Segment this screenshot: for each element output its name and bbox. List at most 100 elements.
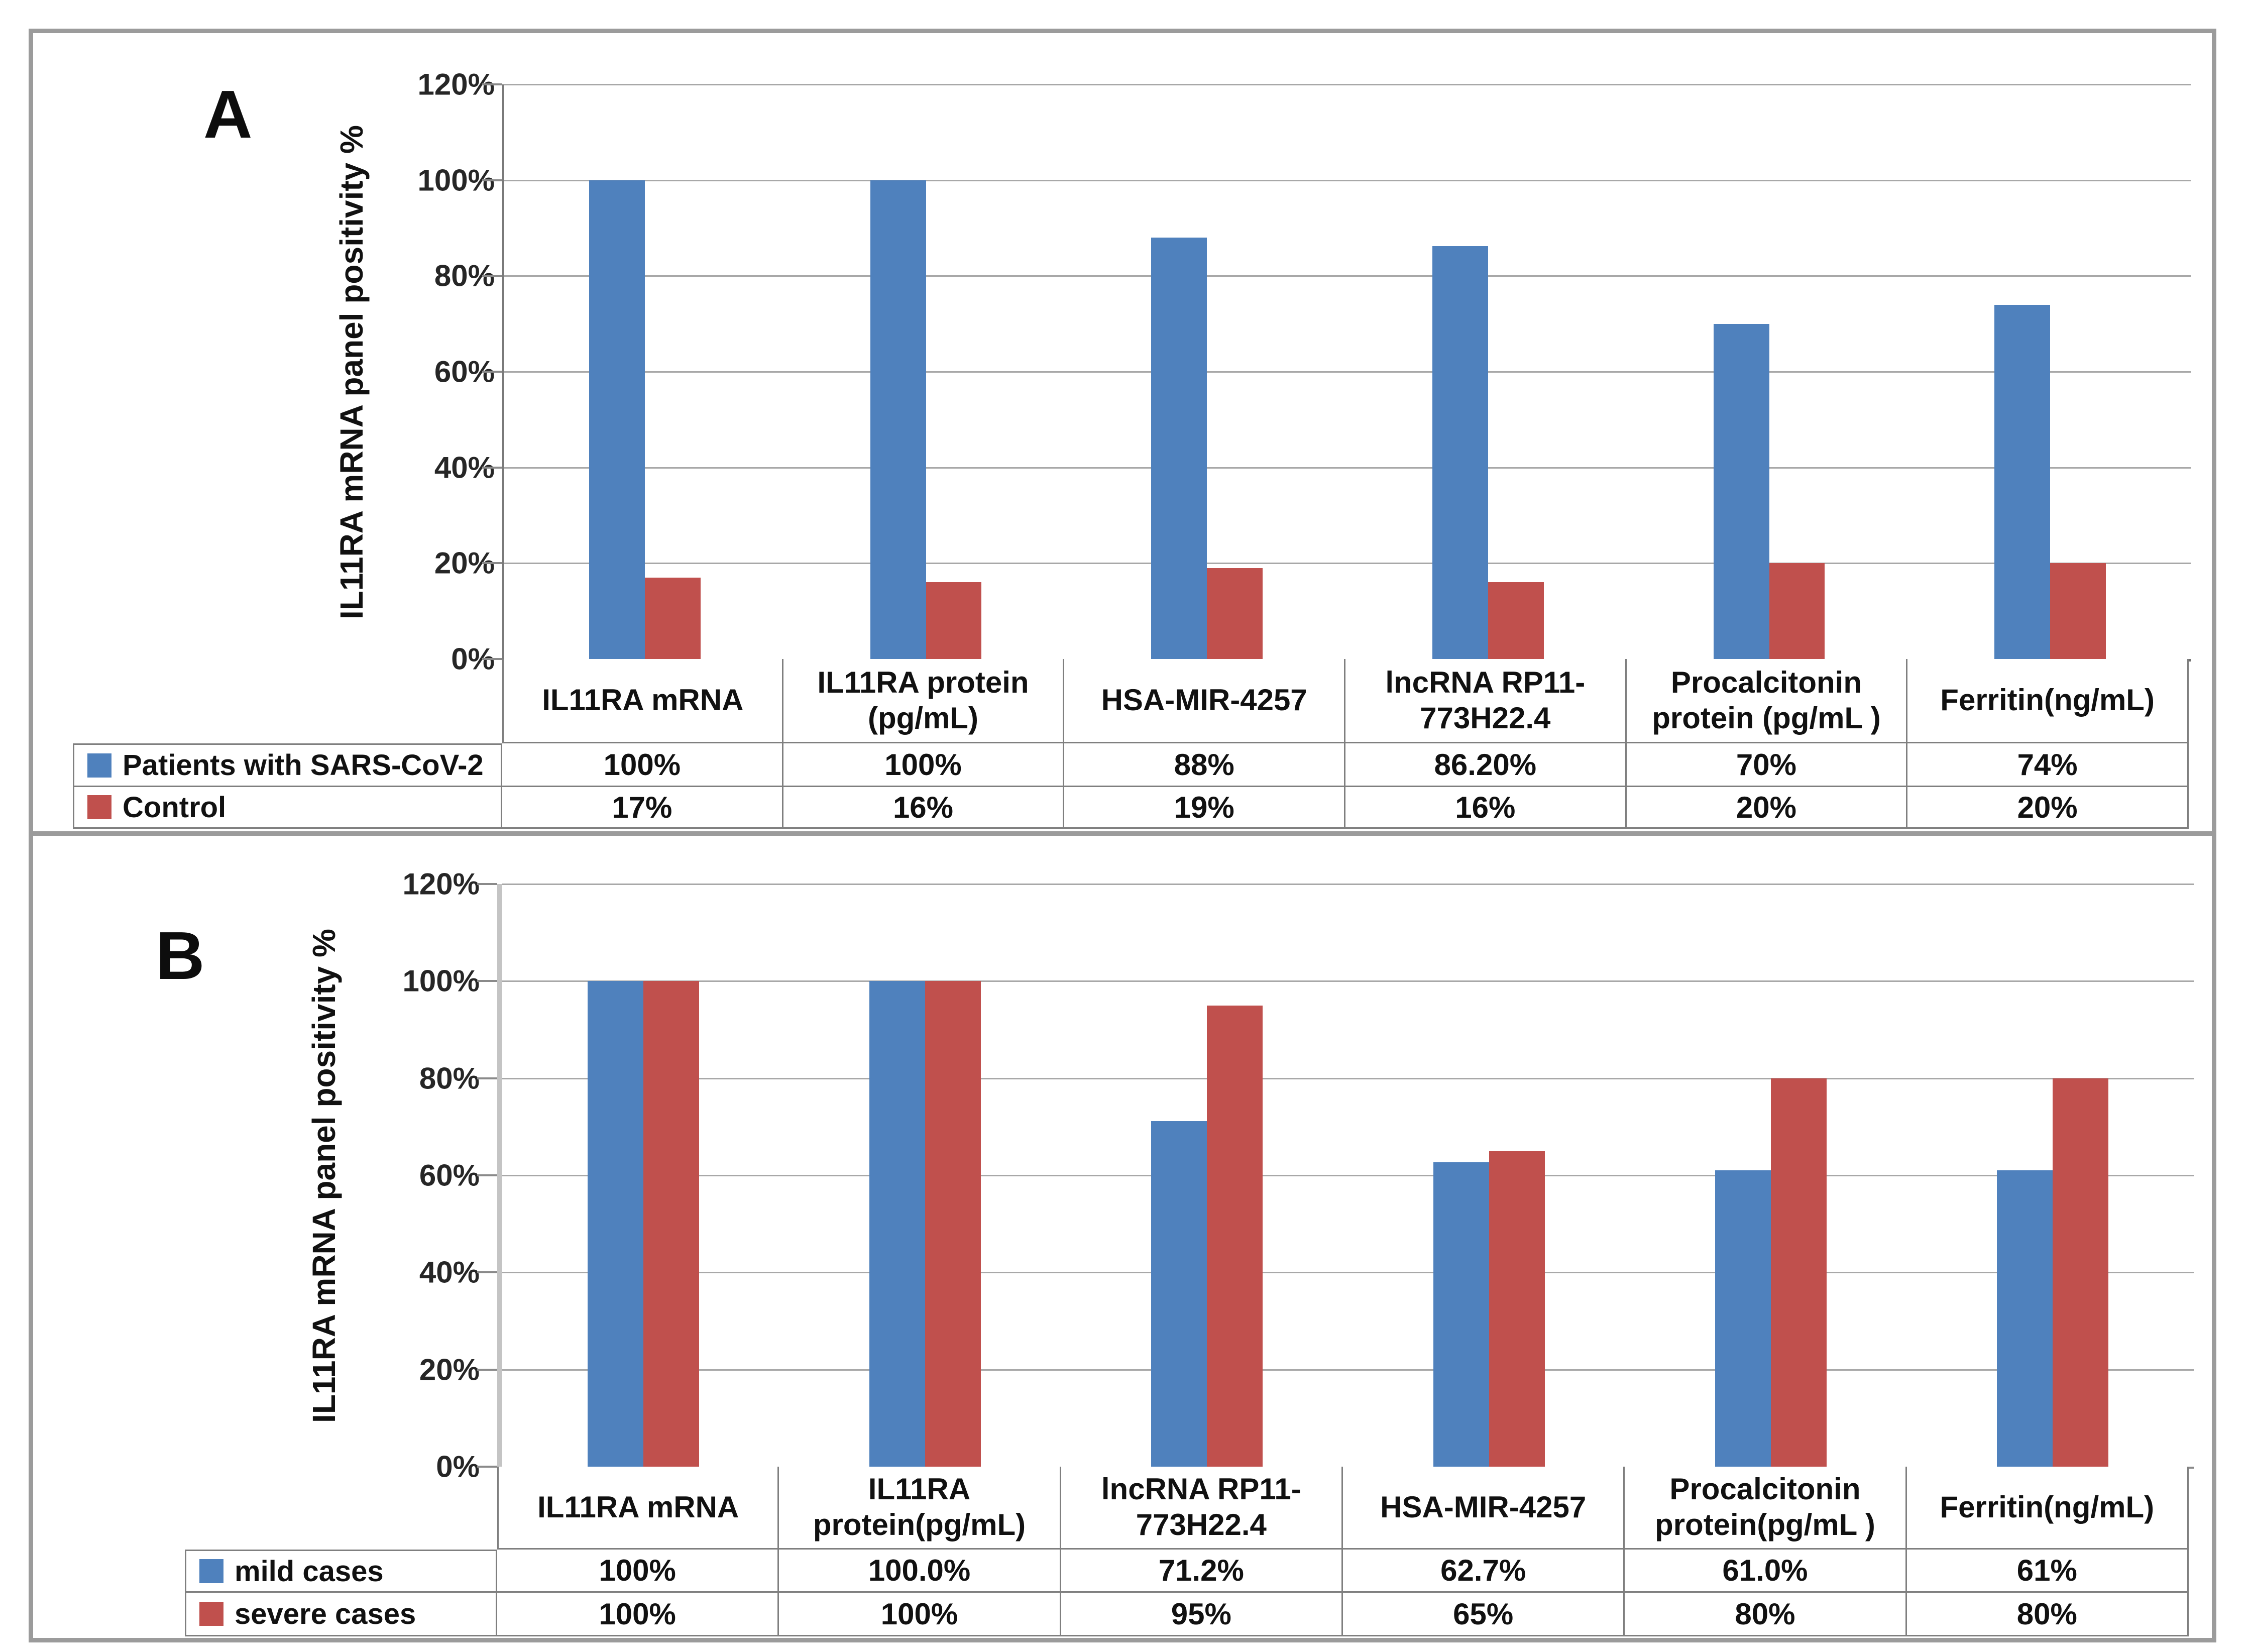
y-tick-label: 120% — [402, 867, 480, 901]
category-slot — [1630, 884, 1911, 1467]
column-header: Procalcitonin protein (pg/mL ) — [1626, 659, 1908, 743]
table-corner-spacer — [73, 659, 502, 743]
legend-label: Patients with SARS-CoV-2 — [123, 749, 484, 782]
bar-control — [1769, 563, 1825, 659]
bar-patients — [589, 180, 645, 659]
y-tick-label: 120% — [417, 67, 495, 101]
y-tick-label: 40% — [419, 1255, 480, 1289]
category-slot — [1066, 884, 1348, 1467]
bar-control — [926, 582, 982, 659]
legend-swatch-red — [199, 1602, 223, 1626]
table-value: 16% — [783, 787, 1065, 829]
column-header: IL11RA mRNA — [502, 659, 783, 743]
column-header: lncRNA RP11- 773H22.4 — [1061, 1467, 1343, 1550]
legend-swatch-blue — [87, 753, 111, 778]
column-header: HSA-MIR-4257 — [1064, 659, 1345, 743]
legend-item-patients: Patients with SARS-CoV-2 — [73, 743, 502, 787]
legend-swatch-red — [87, 795, 111, 819]
table-value: 100% — [497, 1593, 779, 1636]
bar-mild — [1433, 1162, 1489, 1467]
table-value: 86.20% — [1345, 743, 1627, 787]
table-value: 61% — [1906, 1550, 2189, 1593]
bar-patients — [1151, 238, 1207, 659]
panel-b-label: B — [156, 918, 205, 994]
table-value: 20% — [1626, 787, 1908, 829]
legend-item-severe: severe cases — [185, 1593, 497, 1636]
y-tick-label: 80% — [419, 1061, 480, 1095]
y-tick-label: 60% — [419, 1158, 480, 1192]
bar-mild — [869, 981, 925, 1467]
category-slot — [1348, 884, 1630, 1467]
category-slot — [502, 884, 784, 1467]
bar-severe — [1207, 1005, 1263, 1467]
legend-item-mild: mild cases — [185, 1550, 497, 1593]
column-header: IL11RA protein (pg/mL) — [783, 659, 1065, 743]
column-header: HSA-MIR-4257 — [1342, 1467, 1625, 1550]
table-value: 17% — [502, 787, 783, 829]
legend-label: mild cases — [235, 1555, 384, 1588]
table-value: 80% — [1625, 1593, 1907, 1636]
table-value: 100% — [502, 743, 783, 787]
table-value: 20% — [1907, 787, 2189, 829]
table-value: 95% — [1061, 1593, 1343, 1636]
panel-a-bars — [504, 84, 2191, 659]
bar-mild — [587, 981, 643, 1467]
category-slot — [1909, 84, 2191, 659]
table-value: 61.0% — [1625, 1550, 1907, 1593]
bar-severe — [1770, 1078, 1827, 1467]
y-tick-label: 20% — [419, 1353, 480, 1387]
bar-patients — [1994, 304, 2051, 659]
column-header: IL11RA mRNA — [497, 1467, 779, 1550]
panel-a-label: A — [203, 76, 253, 152]
column-header: lncRNA RP11- 773H22.4 — [1345, 659, 1627, 743]
table-value: 100% — [497, 1550, 779, 1593]
bar-control — [2050, 563, 2106, 659]
legend-item-control: Control — [73, 787, 502, 829]
table-value: 16% — [1345, 787, 1627, 829]
y-tick-label: 100% — [402, 964, 480, 998]
column-header: Ferritin(ng/mL) — [1906, 1467, 2189, 1550]
category-slot — [1066, 84, 1347, 659]
table-value: 62.7% — [1342, 1550, 1625, 1593]
legend-label: Control — [123, 791, 227, 824]
bar-mild — [1151, 1121, 1207, 1467]
legend-swatch-blue — [199, 1559, 223, 1583]
table-value: 65% — [1342, 1593, 1625, 1636]
panel-divider — [33, 831, 2212, 836]
table-value: 74% — [1907, 743, 2189, 787]
table-value: 19% — [1064, 787, 1345, 829]
bar-severe — [1489, 1151, 1545, 1467]
category-slot — [504, 84, 785, 659]
bar-control — [1488, 582, 1544, 659]
bar-severe — [2053, 1078, 2109, 1467]
bar-patients — [1713, 323, 1769, 659]
table-value: 88% — [1064, 743, 1345, 787]
table-value: 100% — [779, 1593, 1061, 1636]
category-slot — [1347, 84, 1629, 659]
table-value: 71.2% — [1061, 1550, 1343, 1593]
panel-a-y-tick-labels: 120% 100% 80% 60% 40% 20% 0% — [301, 68, 495, 676]
column-header: IL11RA protein(pg/mL) — [779, 1467, 1061, 1550]
panel-a-plot-area — [482, 83, 2191, 662]
category-slot — [1629, 84, 1910, 659]
bar-severe — [925, 981, 981, 1467]
table-value: 80% — [1906, 1593, 2189, 1636]
y-tick-label: 0% — [436, 1450, 480, 1484]
legend-label: severe cases — [235, 1597, 416, 1630]
bar-mild — [1997, 1170, 2053, 1467]
panel-b-plot-area — [477, 883, 2194, 1469]
panel-a-data-table: IL11RA mRNA IL11RA protein (pg/mL) HSA-M… — [73, 659, 2189, 829]
bar-severe — [643, 981, 699, 1467]
table-value: 70% — [1626, 743, 1908, 787]
column-header: Procalcitonin protein(pg/mL ) — [1625, 1467, 1907, 1550]
bar-control — [644, 577, 701, 659]
panel-b-y-tick-labels: 120% 100% 80% 60% 40% 20% 0% — [299, 867, 480, 1484]
column-header: Ferritin(ng/mL) — [1907, 659, 2189, 743]
panel-b-data-table: IL11RA mRNA IL11RA protein(pg/mL) lncRNA… — [185, 1467, 2189, 1636]
category-slot — [785, 84, 1067, 659]
bar-control — [1207, 568, 1263, 659]
category-slot — [784, 884, 1066, 1467]
panel-b-bars — [502, 884, 2194, 1467]
category-slot — [1912, 884, 2194, 1467]
